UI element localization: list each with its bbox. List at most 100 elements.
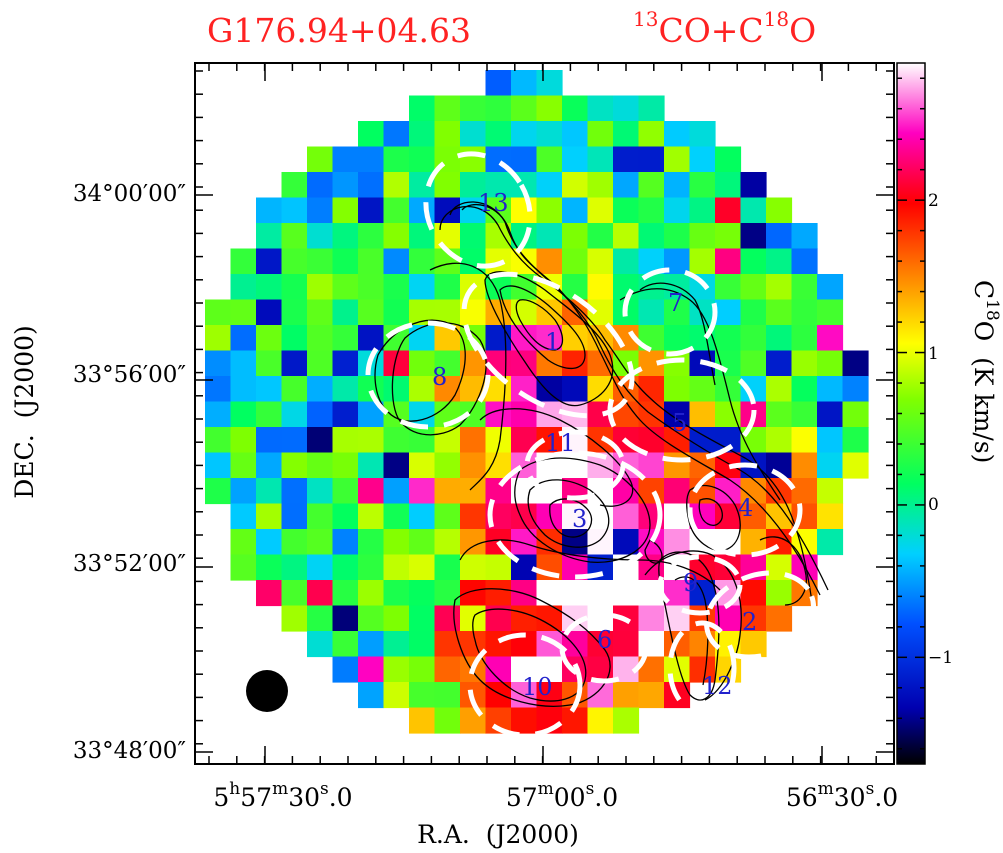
heatmap-pixel [766, 350, 793, 377]
y-tick-label-1: 33°56′00″ [73, 362, 187, 388]
heatmap-pixel [434, 197, 461, 224]
heatmap-pixel [664, 478, 691, 505]
heatmap-pixel [485, 70, 512, 97]
heatmap-pixel [842, 376, 869, 403]
heatmap-pixel [383, 529, 410, 556]
heatmap-pixel [409, 503, 436, 530]
heatmap-pixel [307, 529, 334, 556]
colorbar-tick-label-2: 2 [928, 191, 939, 211]
heatmap-pixel [307, 146, 334, 173]
heatmap-pixel [332, 299, 359, 326]
core-label-10: 10 [522, 673, 553, 701]
heatmap-pixel [562, 146, 589, 173]
heatmap-pixel [740, 274, 767, 301]
heatmap-pixel [613, 580, 640, 607]
heatmap-pixel [715, 478, 742, 505]
heatmap-pixel [307, 376, 334, 403]
heatmap-pixel [638, 376, 665, 403]
heatmap-pixel [409, 350, 436, 377]
heatmap-pixel [689, 401, 716, 428]
heatmap-pixel [511, 197, 538, 224]
heatmap-pixel [358, 631, 385, 658]
heatmap-pixel [638, 682, 665, 709]
heatmap-pixel [664, 376, 691, 403]
heatmap-pixel [791, 248, 818, 275]
heatmap-pixel [842, 427, 869, 454]
heatmap-pixel [307, 172, 334, 199]
heatmap-pixel [587, 580, 614, 607]
x-tick-label-1: 57m00s.0 [506, 779, 618, 812]
heatmap-pixel [664, 529, 691, 556]
heatmap-pixel [281, 197, 308, 224]
heatmap-pixel [664, 503, 691, 530]
heatmap-pixel [358, 656, 385, 683]
heatmap-pixel [791, 350, 818, 377]
heatmap-pixel [307, 580, 334, 607]
colorbar-label: C18O (K km/s) [969, 280, 1002, 463]
heatmap-pixel [536, 656, 563, 683]
heatmap-pixel [511, 656, 538, 683]
heatmap-pixel [664, 172, 691, 199]
heatmap-pixel [409, 631, 436, 658]
heatmap-pixel [766, 197, 793, 224]
heatmap-pixel [613, 95, 640, 122]
heatmap-pixel [817, 299, 844, 326]
heatmap-pixel [281, 172, 308, 199]
heatmap-pixel [817, 325, 844, 352]
heatmap-pixel [689, 376, 716, 403]
x-axis-label: R.A. (J2000) [417, 820, 579, 849]
y-tick-labels: 34°00′00″ 33°56′00″ 33°52′00″ 33°48′00″ [73, 181, 187, 764]
heatmap-pixel [740, 223, 767, 250]
contour-lines [374, 201, 829, 707]
heatmap-pixel [281, 605, 308, 632]
heatmap-pixel [409, 376, 436, 403]
chart-title-tracer: 13CO+C18O [633, 7, 816, 50]
heatmap-pixel [536, 299, 563, 326]
heatmap-pixel [536, 682, 563, 709]
heatmap-pixel [358, 529, 385, 556]
heatmap-pixel [460, 248, 487, 275]
heatmap-pixel [766, 580, 793, 607]
colorbar-ticks [897, 77, 925, 750]
core-label-1: 1 [545, 328, 560, 356]
heatmap-pixel [230, 554, 257, 581]
heatmap-pixel [791, 452, 818, 479]
heatmap-pixel [383, 146, 410, 173]
heatmap-pixel [536, 95, 563, 122]
heatmap-pixel [230, 325, 257, 352]
heatmap-pixel [358, 146, 385, 173]
heatmap-pixel [791, 274, 818, 301]
heatmap-pixel [307, 452, 334, 479]
heatmap-pixel [281, 325, 308, 352]
heatmap-pixel [460, 478, 487, 505]
heatmap-pixel [587, 682, 614, 709]
x-tick-labels: 5h57m30s.0 57m00s.0 56m30s.0 [213, 779, 898, 812]
heatmap-pixel [689, 223, 716, 250]
heatmap-pixel [205, 401, 232, 428]
heatmap-pixel [307, 401, 334, 428]
heatmap-pixel [791, 401, 818, 428]
heatmap-pixel [409, 529, 436, 556]
heatmap-pixel [358, 503, 385, 530]
heatmap-pixel [256, 223, 283, 250]
heatmap-pixel [409, 580, 436, 607]
heatmap-pixel [715, 146, 742, 173]
heatmap-pixel [587, 146, 614, 173]
heatmap-pixel [791, 376, 818, 403]
heatmap-pixel [358, 605, 385, 632]
core-label-8: 8 [432, 363, 447, 391]
heatmap-pixel [358, 325, 385, 352]
heatmap-pixel [256, 478, 283, 505]
tracer-mol-1: CO+C [658, 11, 763, 50]
heatmap-pixel [383, 248, 410, 275]
core-label-9: 9 [683, 569, 698, 597]
heatmap-pixel [817, 274, 844, 301]
heatmap-pixel [817, 478, 844, 505]
heatmap-pixel [434, 656, 461, 683]
colorbar-tick-label-m1: −1 [928, 648, 953, 668]
heatmap-pixel [511, 605, 538, 632]
heatmap-pixel [383, 274, 410, 301]
heatmap-pixel [230, 478, 257, 505]
heatmap-pixel [332, 452, 359, 479]
heatmap-pixel [205, 325, 232, 352]
